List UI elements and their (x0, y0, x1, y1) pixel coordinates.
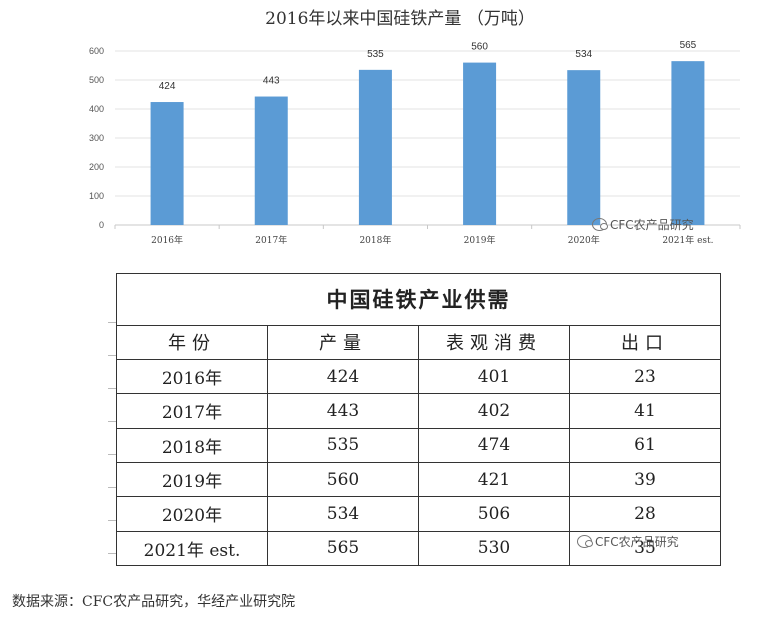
table-row: 2016年 424 401 23 (116, 358, 721, 395)
edge-mark (108, 520, 116, 521)
y-tick-label: 500 (89, 75, 104, 85)
bar-value-label: 565 (680, 40, 697, 51)
cell-export: 28 (569, 496, 721, 532)
cell-consumption: 402 (418, 393, 570, 429)
y-tick-label: 400 (89, 104, 104, 114)
watermark-text: CFC农产品研究 (595, 535, 679, 549)
source-note: 数据来源：CFC农产品研究，华经产业研究院 (12, 594, 296, 610)
table-row: 2020年 534 506 28 (116, 496, 721, 532)
supply-demand-table: 中国硅铁产业供需 年份 产量 表观消费 出口 2016年 424 401 23 … (116, 273, 721, 567)
watermark-text: CFC农产品研究 (610, 218, 694, 232)
edge-mark (108, 553, 116, 554)
cell-export: 39 (569, 461, 721, 498)
cell-year: 2016年 (116, 358, 268, 395)
edge-mark (108, 454, 116, 455)
cell-consumption: 530 (418, 530, 570, 567)
x-tick-label: 2020年 (568, 234, 600, 246)
y-axis-ticks: 0 100 200 300 400 500 600 (89, 46, 104, 230)
bar-value-label: 535 (367, 49, 384, 60)
bar-value-label: 443 (263, 76, 280, 87)
x-tick-label: 2021年 est. (662, 234, 713, 246)
cell-year: 2020年 (116, 496, 268, 532)
y-tick-label: 600 (89, 46, 104, 56)
edge-mark (108, 388, 116, 389)
y-tick-label: 100 (89, 191, 104, 201)
cell-output: 535 (267, 427, 419, 463)
header-output: 产量 (267, 324, 419, 360)
x-tick-label: 2019年 (464, 234, 496, 246)
y-tick-label: 0 (99, 220, 104, 230)
wechat-icon (577, 535, 593, 548)
cell-export: 41 (569, 393, 721, 429)
table-edge-marks (108, 322, 116, 562)
cell-year: 2021年 est. (116, 530, 268, 567)
edge-mark (108, 487, 116, 488)
cell-consumption: 421 (418, 461, 570, 498)
y-tick-label: 200 (89, 162, 104, 172)
cell-export: 61 (569, 427, 721, 463)
bar-value-label: 534 (575, 49, 592, 60)
header-export: 出口 (569, 324, 721, 360)
cell-output: 424 (267, 358, 419, 395)
x-tick-label: 2017年 (255, 234, 287, 246)
cell-year: 2019年 (116, 461, 268, 498)
cell-export: 23 (569, 358, 721, 395)
edge-mark (108, 355, 116, 356)
cell-output: 443 (267, 393, 419, 429)
bar-chart: 2016年以来中国硅铁产量 （万吨） 0 100 200 300 400 500 600 4… (89, 9, 741, 246)
bar-value-label: 560 (471, 42, 488, 53)
cell-output: 565 (267, 530, 419, 567)
cell-output: 534 (267, 496, 419, 532)
y-tick-label: 300 (89, 133, 104, 143)
x-tick-label: 2016年 (151, 234, 183, 246)
chart-gridlines (115, 50, 740, 226)
header-consumption: 表观消费 (418, 324, 570, 360)
cell-consumption: 474 (418, 427, 570, 463)
bar (254, 96, 288, 225)
chart-title: 2016年以来中国硅铁产量 （万吨） (265, 9, 535, 29)
bar-value-label: 424 (159, 81, 176, 92)
chart-bars: 424 443 535 560 534 565 (150, 40, 705, 226)
bar (463, 62, 497, 225)
table-row: 2017年 443 402 41 (116, 393, 721, 429)
cell-consumption: 401 (418, 358, 570, 395)
cell-output: 560 (267, 461, 419, 498)
edge-mark (108, 421, 116, 422)
watermark: CFC农产品研究 (577, 533, 679, 550)
table-row: 2019年 560 421 39 (116, 461, 721, 498)
table-row: 2021年 est. 565 530 35 (116, 530, 721, 567)
x-tick-label: 2018年 (359, 234, 391, 246)
wechat-icon (592, 218, 608, 231)
cell-year: 2017年 (116, 393, 268, 429)
bar (150, 102, 184, 225)
table-header-row: 年份 产量 表观消费 出口 (116, 324, 721, 360)
cell-year: 2018年 (116, 427, 268, 463)
x-axis-ticks: 2016年 2017年 2018年 2019年 2020年 2021年 est. (114, 225, 741, 246)
table-title: 中国硅铁产业供需 (116, 273, 721, 326)
bar (567, 70, 601, 225)
bar (671, 61, 705, 226)
header-year: 年份 (116, 324, 268, 360)
table-row: 2018年 535 474 61 (116, 427, 721, 463)
watermark: CFC农产品研究 (592, 216, 694, 233)
edge-mark (108, 322, 116, 323)
cell-export: 35 (569, 530, 721, 567)
bar (358, 69, 392, 225)
cell-consumption: 506 (418, 496, 570, 532)
